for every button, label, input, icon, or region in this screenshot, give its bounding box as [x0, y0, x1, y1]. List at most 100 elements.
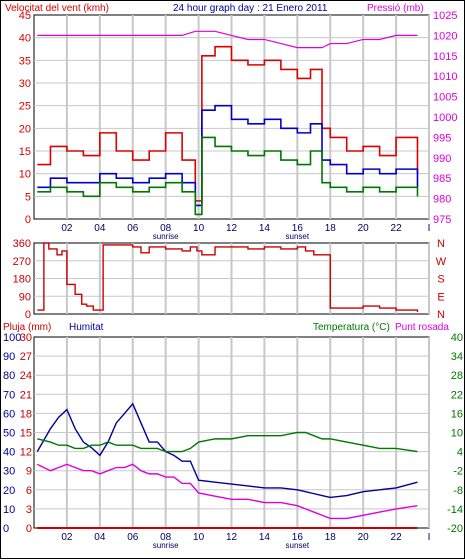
- pressure-ytick: 1005: [433, 92, 457, 104]
- compass-label: E: [437, 291, 444, 303]
- humidity-ytick: 90: [3, 351, 15, 363]
- wind-panel-xtick: 22: [391, 223, 403, 234]
- pressure-ytick: 1000: [433, 112, 457, 124]
- rain-ytick: 9: [26, 466, 32, 478]
- climate-panel-xtick: 22: [391, 532, 403, 543]
- wind-ytick: 15: [19, 146, 31, 158]
- chart-title: 24 hour graph day : 21 Enero 2011: [173, 3, 328, 14]
- pressure-ytick: 990: [433, 153, 451, 165]
- wind-panel-sunrise-label: sunrise: [153, 232, 179, 241]
- rain-ytick: 30: [20, 332, 32, 344]
- climate-panel-xtick: 18: [325, 532, 337, 543]
- wind-ytick: 35: [19, 55, 31, 67]
- dewpoint-axis-label: Punt rosada: [395, 322, 449, 333]
- wind-ytick: 20: [19, 123, 31, 135]
- climate-panel-xtick: 14: [259, 532, 271, 543]
- wind-series: [37, 45, 419, 202]
- climate-panel-sunset-label: sunset: [286, 541, 310, 550]
- wind-ytick: 40: [19, 33, 31, 45]
- wind-panel-xtick: 12: [226, 223, 238, 234]
- wind-ytick: 5: [25, 191, 31, 203]
- climate-panel-xtick: 08: [160, 532, 172, 543]
- temperature-axis-label: Temperatura (°C): [313, 322, 390, 333]
- rain-ytick: 3: [26, 504, 32, 516]
- wind-panel-xtick: 18: [325, 223, 337, 234]
- temperature-ytick: -2: [453, 466, 463, 478]
- direction-ytick: 180: [13, 274, 31, 286]
- temperature-ytick: 34: [451, 351, 463, 363]
- wind-ytick: 45: [19, 10, 31, 22]
- pressure-ytick: 1020: [433, 30, 457, 42]
- rain-ytick: 18: [20, 408, 32, 420]
- wind-ytick: 10: [19, 169, 31, 181]
- climate-panel-xtick: 12: [226, 532, 238, 543]
- wind-panel-xtick: 08: [160, 223, 172, 234]
- humidity-ytick: 60: [3, 408, 15, 420]
- compass-label: W: [436, 256, 447, 268]
- temperature-ytick: 16: [451, 408, 463, 420]
- pressure-ytick: 975: [433, 214, 451, 226]
- wind-ytick: 30: [19, 78, 31, 90]
- humidity-ytick: 0: [3, 523, 9, 535]
- wind_avg-series: [37, 104, 419, 207]
- humidity-axis-label: Humitat: [69, 322, 104, 333]
- rain-axis-label: Pluja (mm): [3, 322, 52, 333]
- humidity-ytick: 70: [3, 389, 15, 401]
- compass-label: S: [437, 274, 444, 286]
- rain-ytick: 15: [20, 428, 32, 440]
- climate-panel-xtick: 06: [127, 532, 139, 543]
- compass-label: N: [437, 238, 445, 250]
- humidity-ytick: 10: [3, 504, 15, 516]
- direction-ytick: 0: [25, 309, 31, 321]
- pressure-ytick: 1010: [433, 71, 457, 83]
- temperature-ytick: 22: [451, 389, 463, 401]
- climate-panel-xtick: 20: [358, 532, 370, 543]
- pressure-ytick: 1025: [433, 10, 457, 22]
- compass-label: N: [437, 309, 445, 321]
- temperature-ytick: 28: [451, 370, 463, 382]
- climate-panel-xtick: 04: [94, 532, 106, 543]
- temperature-series: [37, 431, 418, 453]
- temperature-ytick: -14: [447, 504, 463, 516]
- humidity-ytick: 50: [3, 428, 15, 440]
- wind-panel-sunset-label: sunset: [286, 232, 310, 241]
- humidity-ytick: 100: [3, 332, 21, 344]
- humidity-ytick: 30: [3, 466, 15, 478]
- pressure-ytick: 1015: [433, 51, 457, 63]
- pressure-ytick: 980: [433, 194, 451, 206]
- wind-panel-xtick: 14: [259, 223, 271, 234]
- climate-panel-xtick: I: [428, 532, 431, 543]
- climate-panel-xtick: 16: [292, 532, 304, 543]
- direction-ytick: 270: [13, 256, 31, 268]
- wind_gust-series: [37, 136, 419, 216]
- rain-ytick: 0: [26, 523, 32, 535]
- temperature-ytick: -20: [447, 523, 463, 535]
- temperature-ytick: -8: [453, 485, 463, 497]
- humidity-ytick: 40: [3, 447, 15, 459]
- direction-series: [37, 242, 419, 313]
- dewpoint-series: [36, 463, 418, 520]
- rain-ytick: 12: [20, 447, 32, 459]
- rain-ytick: 24: [20, 370, 32, 382]
- wind-panel-xtick: 16: [292, 223, 304, 234]
- temperature-ytick: 40: [451, 332, 463, 344]
- humidity-ytick: 80: [3, 370, 15, 382]
- direction-ytick: 360: [13, 238, 31, 250]
- wind-ytick: 0: [25, 214, 31, 226]
- pressure-ytick: 995: [433, 132, 451, 144]
- pressure-ytick: 985: [433, 173, 451, 185]
- wind-panel-xtick: 10: [193, 223, 205, 234]
- wind-axis-label: Velocitat del vent (kmh): [5, 3, 109, 14]
- climate-panel-sunrise-label: sunrise: [153, 541, 179, 550]
- wind-panel-xtick: I: [428, 223, 431, 234]
- rain-ytick: 21: [20, 389, 32, 401]
- temperature-ytick: 4: [457, 447, 463, 459]
- wind-panel-xtick: 02: [61, 223, 73, 234]
- wind-panel-xtick: 20: [358, 223, 370, 234]
- humidity-ytick: 20: [3, 485, 15, 497]
- rain-ytick: 6: [26, 485, 32, 497]
- pressure-series: [37, 30, 418, 49]
- pressure-axis-label: Pressió (mb): [367, 3, 424, 14]
